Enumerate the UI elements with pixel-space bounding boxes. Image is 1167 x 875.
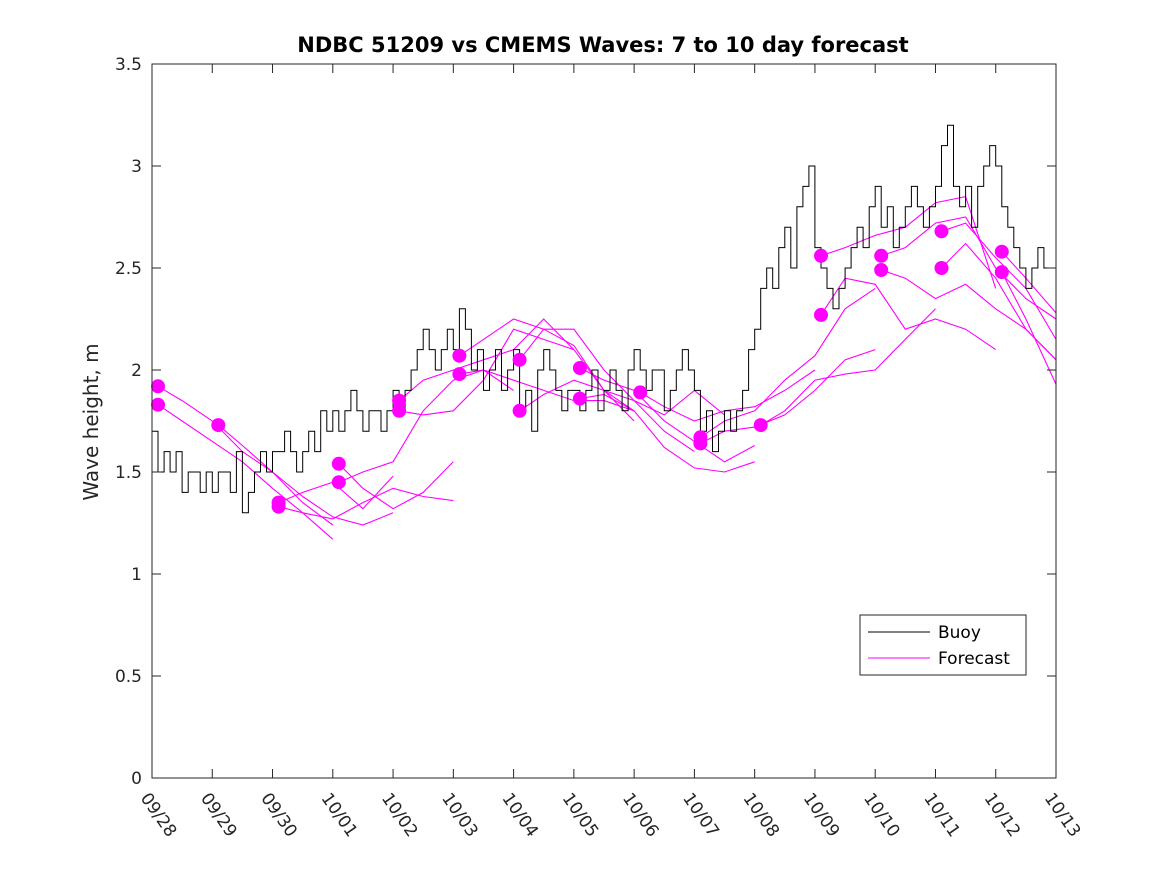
forecast-start-marker	[994, 265, 1009, 280]
y-tick-label: 0.5	[115, 667, 142, 687]
forecast-line-24	[941, 222, 1057, 340]
forecast-start-marker	[934, 261, 949, 275]
y-tick-label: 3	[131, 157, 142, 177]
y-tick-label: 1.5	[115, 463, 142, 483]
forecast-start-marker	[512, 403, 527, 418]
forecast-start-marker	[814, 248, 828, 263]
legend-buoy-label: Buoy	[938, 623, 981, 643]
forecast-line-22	[881, 216, 1057, 320]
forecast-line-20	[820, 195, 997, 289]
y-tick-label: 1	[131, 565, 142, 585]
forecast-line-13	[519, 379, 725, 416]
forecast-line-27	[1001, 271, 1057, 385]
forecast-line-2	[157, 404, 334, 540]
x-tick-label: 10/09	[799, 789, 843, 841]
buoy-line	[152, 124, 1050, 514]
x-tick-label: 10/07	[678, 789, 722, 841]
forecast-start-marker	[452, 348, 467, 363]
axes-frame	[151, 63, 1057, 779]
x-tick-label: 10/11	[919, 789, 963, 841]
legend: Buoy Forecast	[859, 614, 1027, 676]
forecast-line-17	[700, 287, 876, 438]
forecast-start-marker	[572, 361, 587, 375]
forecast-start-marker	[753, 418, 768, 433]
x-tick-label: 10/12	[980, 789, 1024, 841]
y-tick-label: 0	[131, 769, 142, 789]
forecast-line-21	[820, 277, 997, 351]
x-tick-label: 10/08	[739, 789, 783, 841]
x-tick-label: 10/01	[317, 789, 361, 841]
x-axis: 09/28 09/29 09/30 10/01 10/02 10/03 10/04 10/05…	[136, 64, 1084, 841]
forecast-start-marker	[452, 367, 467, 382]
forecast-line-10	[459, 318, 635, 422]
x-tick-label: 10/06	[618, 789, 662, 841]
legend-forecast-label: Forecast	[938, 649, 1010, 669]
forecast-start-marker	[211, 418, 226, 433]
forecast-line-1	[157, 385, 334, 526]
x-tick-label: 09/30	[256, 789, 300, 841]
forecast-start-marker	[151, 397, 165, 412]
y-tick-label: 2	[131, 361, 142, 381]
forecast-line-7	[338, 369, 514, 483]
forecast-line-18	[700, 349, 876, 444]
forecast-line-6	[338, 461, 454, 510]
x-tick-label: 10/05	[558, 789, 602, 841]
forecast-start-marker	[693, 436, 708, 451]
forecast-start-marker	[271, 499, 286, 514]
forecast-start-marker	[572, 391, 587, 406]
x-tick-label: 10/02	[377, 789, 421, 841]
forecast-start-marker	[633, 385, 648, 400]
plot-content	[151, 124, 1057, 540]
x-tick-label: 09/29	[196, 789, 240, 841]
forecast-line-19	[760, 308, 936, 426]
y-axis-label: Wave height, m	[79, 343, 103, 500]
forecast-start-marker	[874, 263, 889, 277]
forecast-line-12	[519, 328, 695, 453]
y-tick-label: 3.5	[115, 55, 142, 75]
chart-title: NDBC 51209 vs CMEMS Waves: 7 to 10 day f…	[297, 33, 908, 57]
forecast-line-3	[217, 424, 394, 526]
forecast-start-marker	[151, 379, 165, 394]
y-tick-label: 2.5	[115, 259, 142, 279]
forecast-line-14	[579, 367, 755, 463]
forecast-start-marker	[331, 456, 346, 471]
forecast-start-marker	[994, 244, 1009, 259]
x-tick-label: 10/03	[437, 789, 481, 841]
forecast-line-5	[278, 487, 454, 520]
forecast-start-marker	[512, 352, 527, 367]
forecast-start-marker	[392, 403, 407, 418]
forecast-start-marker	[814, 307, 828, 322]
x-tick-label: 09/28	[136, 789, 180, 841]
x-tick-label: 10/10	[859, 789, 903, 841]
forecast-start-marker	[331, 475, 346, 490]
legend-box	[859, 614, 1027, 676]
forecast-start-marker	[874, 248, 889, 263]
x-tick-label: 10/13	[1040, 789, 1084, 841]
x-tick-label: 10/04	[498, 789, 542, 841]
forecast-start-marker	[934, 224, 949, 239]
forecast-line-25	[941, 242, 1057, 361]
y-axis: 0 0.5 1 1.5 2 2.5 3 3.5	[115, 55, 1056, 789]
forecast-start-marker	[392, 393, 407, 408]
